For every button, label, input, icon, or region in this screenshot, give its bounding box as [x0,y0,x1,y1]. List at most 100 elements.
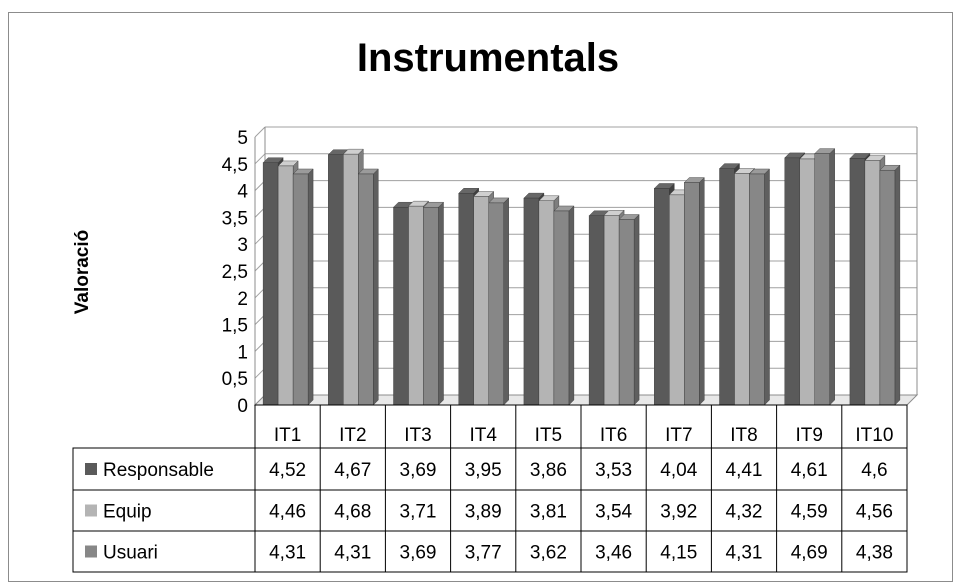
category-label: IT10 [855,425,893,446]
data-label: 4,31 [334,543,371,564]
y-tick-label: 4,5 [222,155,248,176]
bar-side [307,168,314,406]
data-label: 4,69 [791,543,828,564]
y-tick-label: 4 [237,182,248,203]
category-label: IT9 [795,425,822,446]
legend-label: Usuari [103,543,158,564]
data-label: 3,46 [595,543,632,564]
bar [849,158,866,406]
bar [734,173,750,406]
y-tick-label: 0 [237,396,248,417]
bar [749,173,765,406]
data-label: 4,6 [861,460,887,481]
y-tick-label: 3,5 [222,208,248,229]
y-tick-label: 2 [237,289,248,310]
data-label: 3,77 [465,543,502,564]
bar [538,200,555,406]
bar [343,153,359,406]
bar [814,153,830,406]
bar-side [568,205,575,406]
bar-side [829,148,835,406]
bar [473,196,489,406]
y-tick-label: 3 [237,235,248,256]
bar [393,207,409,406]
data-label: 4,38 [856,543,893,564]
bar-side [633,214,640,406]
data-label: 3,92 [660,502,697,523]
bar-side [764,168,770,406]
data-label: 4,61 [791,460,828,481]
y-tick-label: 1,5 [222,316,248,337]
category-label: IT1 [274,425,301,446]
bar [669,194,685,406]
legend-key [85,545,97,558]
bar [277,165,294,406]
bar [879,170,896,406]
bar [654,188,670,406]
data-label: 3,89 [465,502,502,523]
bar [358,173,374,406]
data-label: 4,67 [334,460,371,481]
bar [719,168,735,406]
category-label: IT5 [535,425,562,446]
bar [292,173,309,406]
bar [553,210,570,406]
gridline-side [254,126,266,138]
data-label: 3,86 [530,460,567,481]
data-label: 4,52 [269,460,306,481]
y-tick-label: 0,5 [222,369,248,390]
gridline-side [254,153,266,165]
data-label: 4,46 [269,502,306,523]
bar [588,215,605,406]
legend-label: Equip [103,502,152,523]
bar [523,197,540,406]
bar [864,160,881,406]
data-label: 4,41 [726,460,763,481]
data-label: 3,69 [400,460,437,481]
category-label: IT3 [404,425,431,446]
data-label: 3,53 [595,460,632,481]
data-label: 4,59 [791,502,828,523]
data-label: 3,81 [530,502,567,523]
bar-side [503,197,509,406]
data-label: 4,04 [660,460,697,481]
category-label: IT4 [469,425,497,446]
category-label: IT8 [730,425,757,446]
bar [784,157,800,406]
bar [328,154,344,406]
data-label: 3,71 [400,502,437,523]
legend-key [85,463,97,475]
chart-title: Instrumentals [356,36,620,80]
data-label: 4,15 [660,543,697,564]
bar [799,158,815,406]
bar [618,219,635,406]
legend-label: Responsable [103,460,214,481]
bar-side [373,168,379,406]
bar [458,193,474,406]
data-label: 3,62 [530,543,567,564]
data-label: 4,32 [726,502,763,523]
category-label: IT2 [339,425,366,446]
bar [488,202,504,406]
bar [408,205,424,406]
data-label: 4,56 [856,502,893,523]
y-tick-label: 1 [237,342,248,363]
category-label: IT7 [665,425,692,446]
legend-key [85,504,97,517]
bar [262,162,279,406]
y-tick-label: 2,5 [222,262,248,283]
data-label: 3,95 [465,460,502,481]
chart-frame [8,12,953,582]
data-label: 4,31 [269,543,306,564]
bar-side [894,164,901,406]
y-tick-label: 5 [237,128,248,149]
data-label: 3,54 [595,502,632,523]
bar [684,182,700,406]
bar [603,215,620,406]
data-label: 4,68 [334,502,371,523]
category-label: IT6 [600,425,627,446]
bar [423,207,439,406]
data-label: 3,69 [400,543,437,564]
bar-side [699,177,705,406]
